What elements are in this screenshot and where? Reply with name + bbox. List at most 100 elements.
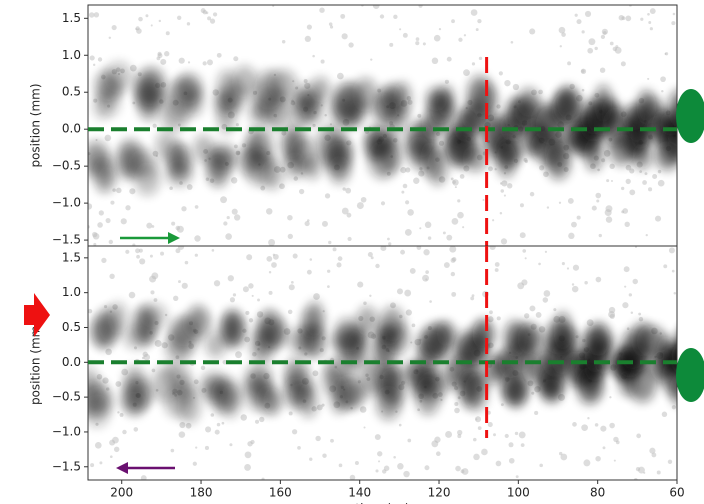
speckle xyxy=(624,221,630,228)
y-tick-label: −1.5 xyxy=(52,459,81,473)
speckle xyxy=(347,236,352,242)
speckle xyxy=(346,212,352,218)
speckle xyxy=(158,19,162,23)
speckle xyxy=(404,289,412,297)
speckle xyxy=(171,221,176,226)
speckle xyxy=(427,236,432,240)
speckle xyxy=(251,294,254,297)
speckle xyxy=(452,179,459,186)
speckle xyxy=(246,254,253,261)
speckle xyxy=(567,198,574,204)
speckle xyxy=(504,433,509,439)
speckle xyxy=(216,52,222,58)
speckle xyxy=(651,452,657,458)
speckle xyxy=(529,191,535,197)
speckle xyxy=(142,351,148,358)
speckle xyxy=(656,470,661,475)
speckle xyxy=(205,11,209,15)
speckle xyxy=(119,413,124,417)
speckle xyxy=(596,199,600,203)
speckle xyxy=(487,422,493,428)
speckle xyxy=(88,308,93,314)
speckle xyxy=(105,348,112,356)
speckle xyxy=(304,221,310,227)
speckle xyxy=(451,291,457,297)
speckle xyxy=(105,217,111,224)
speckle xyxy=(109,273,115,279)
speckle xyxy=(117,411,120,414)
speckle xyxy=(584,281,588,285)
speckle xyxy=(398,423,402,427)
speckle xyxy=(632,278,638,285)
y-tick-label: 0.5 xyxy=(62,85,81,99)
speckle xyxy=(649,8,656,14)
speckle xyxy=(149,275,157,283)
speckle xyxy=(603,150,611,157)
speckle xyxy=(462,226,465,229)
texture-blob xyxy=(267,69,298,101)
speckle xyxy=(581,424,588,432)
speckle xyxy=(337,256,343,261)
texture-blob xyxy=(636,89,657,126)
texture-blob xyxy=(553,311,572,351)
speckle xyxy=(357,281,364,288)
speckle xyxy=(664,52,669,56)
speckle xyxy=(507,183,513,189)
speckle xyxy=(129,188,136,195)
speckle xyxy=(125,205,131,211)
speckle xyxy=(248,283,254,289)
speckle xyxy=(422,42,426,46)
speckle xyxy=(150,290,155,295)
texture-blob xyxy=(415,376,441,415)
y-axis-label: position (mm) xyxy=(29,83,43,167)
speckle xyxy=(418,5,423,8)
speckle xyxy=(572,422,577,427)
speckle xyxy=(434,436,441,443)
speckle xyxy=(654,215,662,222)
speckle xyxy=(531,391,535,395)
speckle xyxy=(648,187,653,192)
speckle xyxy=(489,310,493,315)
speckle xyxy=(244,451,252,459)
speckle xyxy=(340,13,346,19)
speckle xyxy=(438,28,442,31)
speckle xyxy=(444,79,449,84)
speckle xyxy=(108,36,112,39)
speckle xyxy=(319,7,325,13)
speckle xyxy=(519,203,524,208)
speckle xyxy=(393,14,398,20)
speckle xyxy=(111,24,117,31)
speckle xyxy=(508,457,515,464)
speckle xyxy=(372,5,380,9)
speckle xyxy=(559,45,562,48)
x-tick-label: 180 xyxy=(190,486,213,500)
texture-blob xyxy=(381,83,404,108)
speckle xyxy=(349,474,356,480)
speckle xyxy=(135,26,140,31)
speckle xyxy=(157,51,162,56)
y-tick-label: 1.5 xyxy=(62,11,81,25)
speckle xyxy=(599,67,606,73)
speckle xyxy=(316,404,323,411)
red-arrow xyxy=(24,293,50,337)
speckle xyxy=(633,477,638,480)
speckle xyxy=(341,207,349,215)
speckle xyxy=(603,31,607,35)
speckle xyxy=(572,264,580,271)
speckle xyxy=(496,316,501,321)
speckle xyxy=(244,464,251,471)
speckle xyxy=(113,446,120,453)
speckle xyxy=(473,453,480,461)
texture-blob xyxy=(122,391,147,417)
speckle xyxy=(178,431,186,438)
texture-blob xyxy=(466,74,494,115)
speckle xyxy=(193,379,199,385)
speckle xyxy=(660,76,666,83)
speckle xyxy=(176,225,184,233)
x-tick-label: 200 xyxy=(110,486,133,500)
speckle xyxy=(88,203,93,210)
speckle xyxy=(415,37,420,41)
texture-blob xyxy=(261,159,283,190)
speckle xyxy=(459,174,465,179)
speckle xyxy=(657,169,662,174)
